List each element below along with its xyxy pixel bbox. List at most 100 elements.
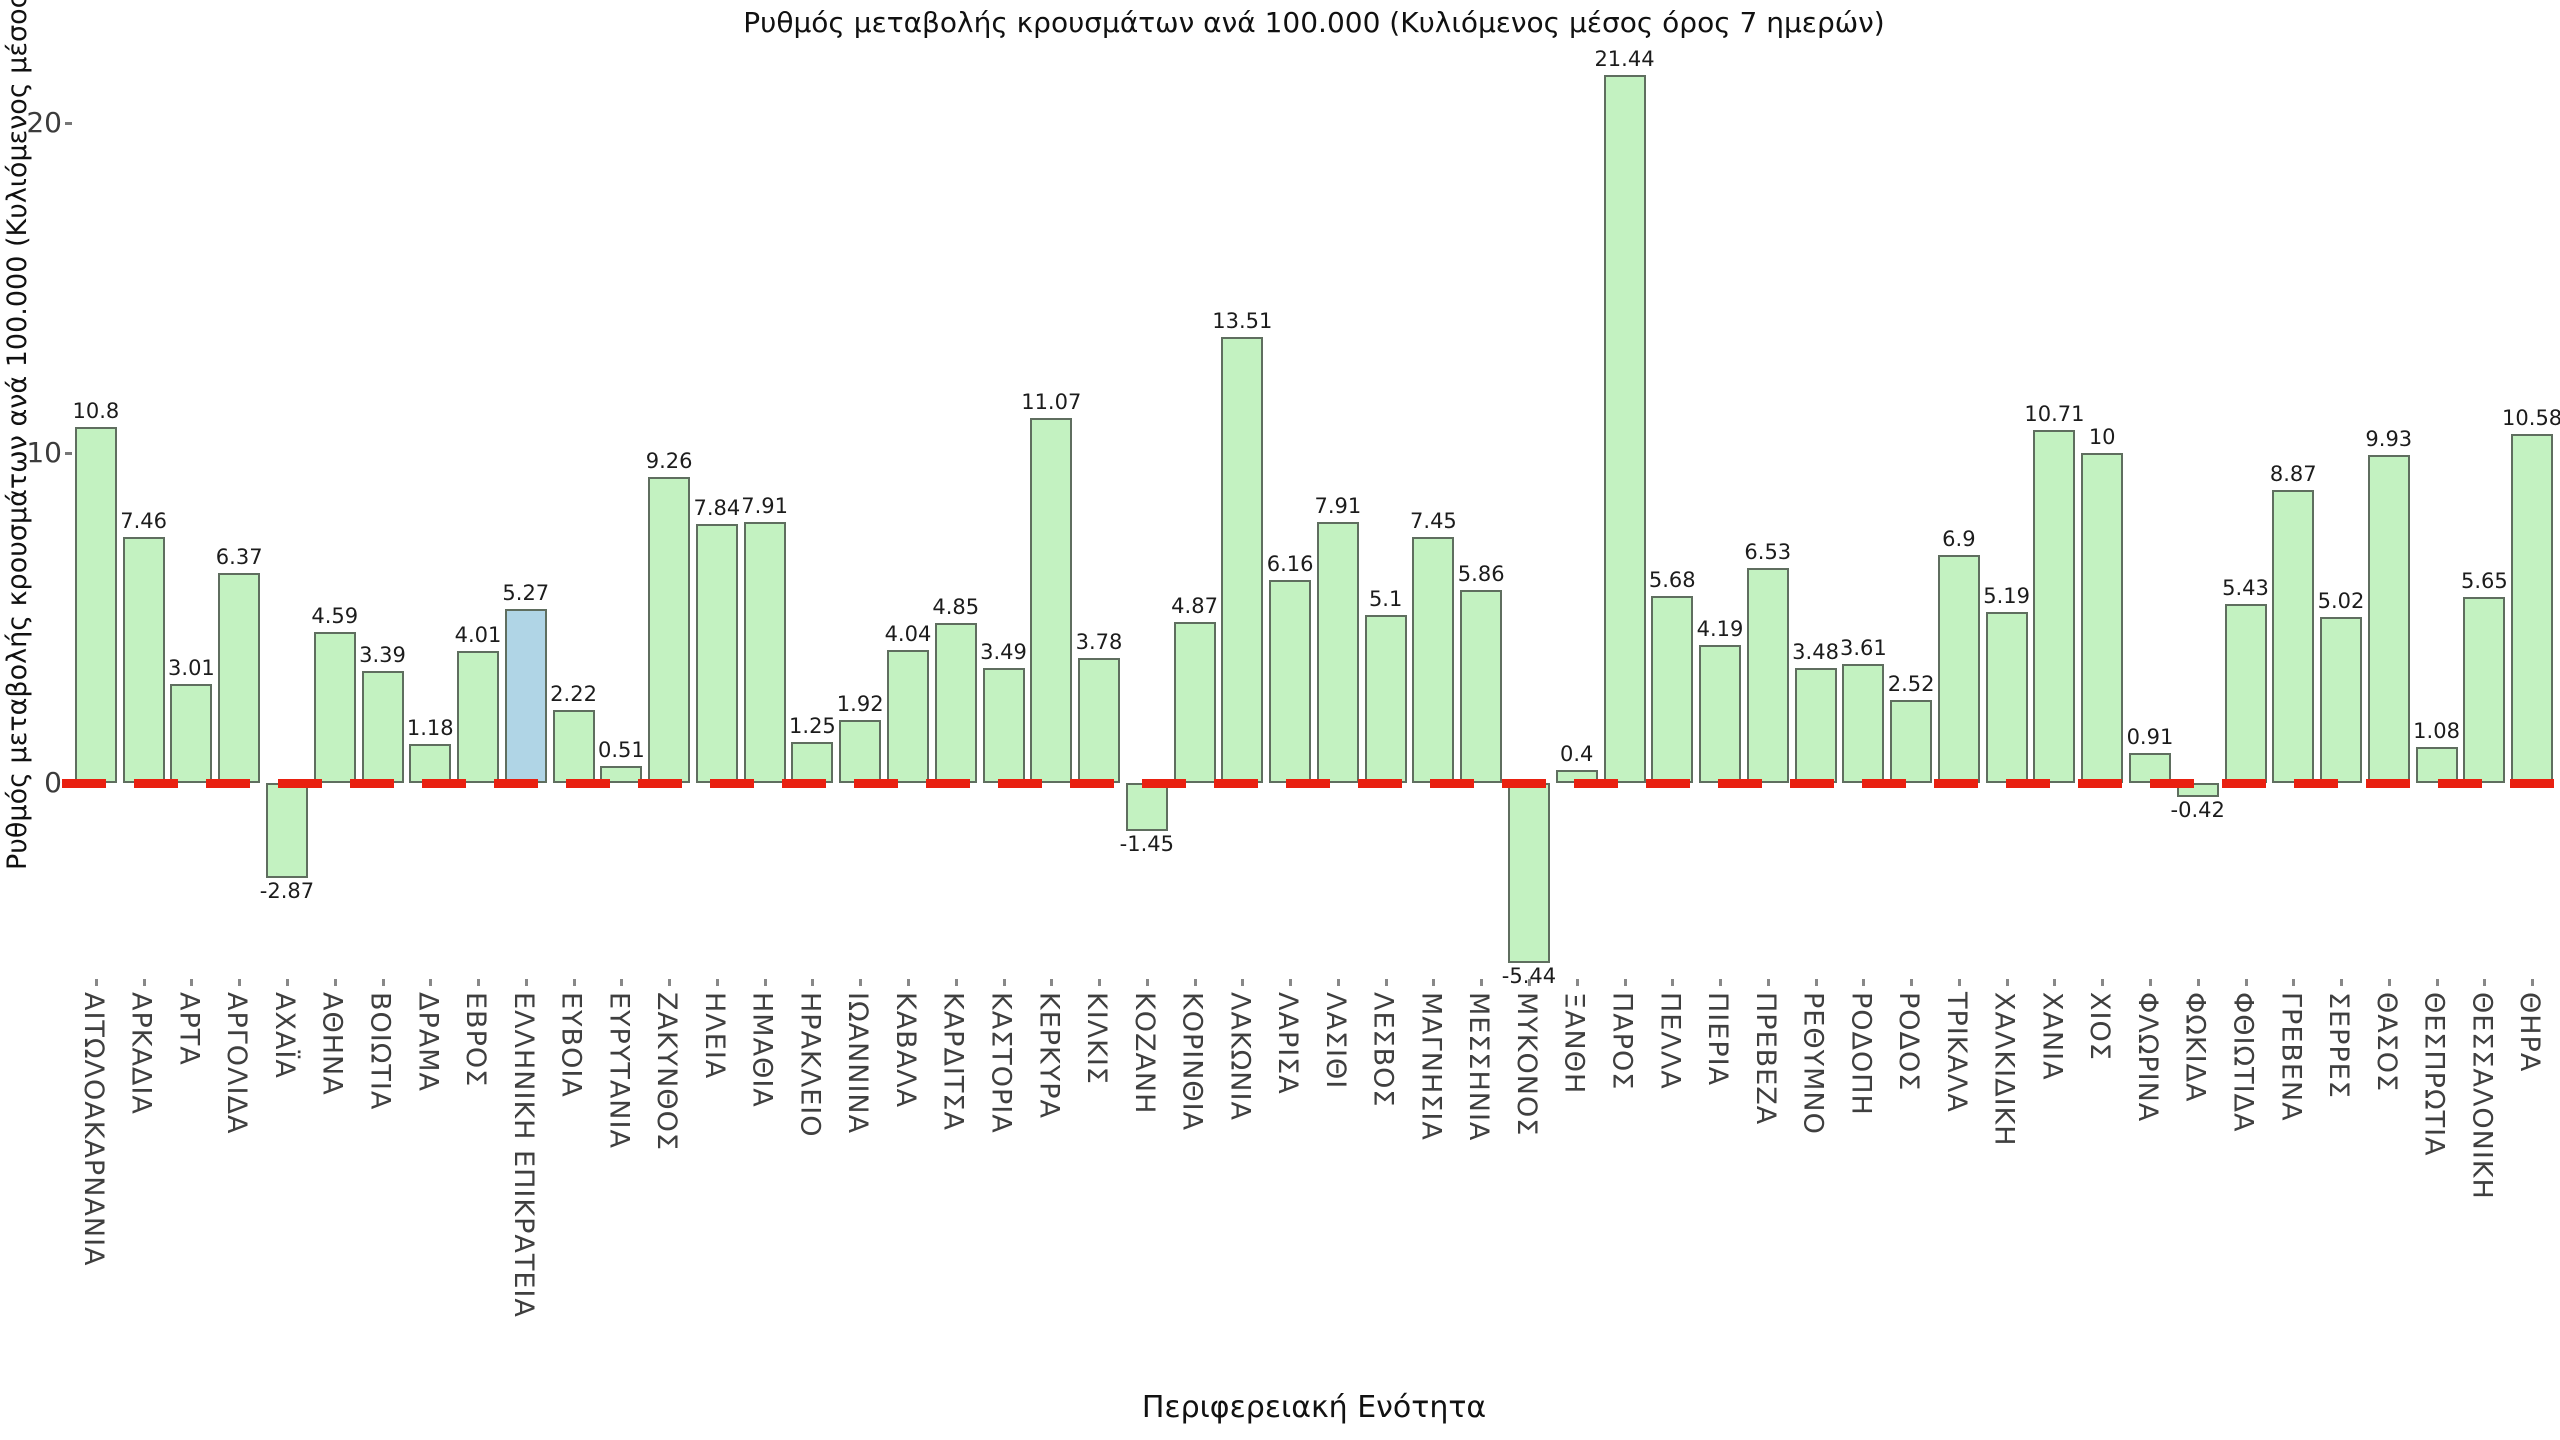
x-tick-mark	[1289, 979, 1293, 986]
y-tick-mark	[65, 452, 72, 455]
bar-value-label: 1.92	[836, 691, 884, 716]
bar	[2081, 453, 2124, 783]
x-tick-mark	[1098, 979, 1102, 986]
x-tick-mark	[906, 979, 910, 986]
x-tick-mark	[381, 979, 385, 986]
bar-value-label: 5.27	[502, 581, 550, 606]
x-tick-label: ΚΑΡΔΙΤΣΑ	[937, 992, 969, 1131]
bar	[74, 426, 117, 783]
bar-value-label: 13.51	[1212, 309, 1273, 334]
bar	[1078, 658, 1121, 783]
x-tick-label: ΔΡΑΜΑ	[412, 992, 444, 1092]
x-tick-mark	[1002, 979, 1006, 986]
x-tick-label: ΜΕΣΣΗΝΙΑ	[1463, 992, 1495, 1142]
x-tick-label: ΚΑΒΑΛΑ	[889, 992, 921, 1109]
bar	[1890, 699, 1933, 783]
y-tick-label: 20	[26, 106, 62, 139]
x-tick-mark	[1671, 979, 1675, 986]
bar-value-label: 0.51	[597, 738, 645, 763]
x-tick-mark	[2387, 979, 2391, 986]
x-tick-mark	[1527, 979, 1531, 986]
bar	[1842, 663, 1885, 783]
bar-value-label: 8.87	[2269, 462, 2317, 487]
x-tick-mark	[715, 979, 719, 986]
x-tick-mark	[1384, 979, 1388, 986]
bar-value-label: 7.45	[1410, 509, 1457, 534]
x-tick-mark	[572, 979, 576, 986]
bar-value-label: 1.25	[789, 713, 836, 738]
x-tick-mark	[1910, 979, 1914, 986]
y-tick-mark	[65, 122, 72, 125]
x-tick-mark	[763, 979, 767, 986]
bar-value-label: 7.91	[1314, 493, 1362, 518]
bar	[982, 667, 1025, 783]
bar-value-label: 11.07	[1021, 389, 1082, 414]
x-tick-mark	[1432, 979, 1436, 986]
x-tick-label: ΜΥΚΟΝΟΣ	[1510, 992, 1542, 1137]
bar	[2463, 596, 2506, 783]
bar-value-label: 4.59	[311, 603, 359, 628]
x-tick-label: ΞΑΝΘΗ	[1558, 992, 1590, 1095]
x-tick-label: ΒΟΙΩΤΙΑ	[364, 992, 396, 1111]
bar-value-label: 2.22	[550, 681, 597, 706]
bar-value-label: 3.49	[980, 639, 1027, 664]
x-tick-label: ΗΡΑΚΛΕΙΟ	[794, 992, 826, 1138]
x-tick-mark	[94, 979, 98, 986]
bar-value-label: 6.16	[1266, 551, 1314, 576]
x-tick-mark	[1623, 979, 1627, 986]
bar-value-label: 10.58	[2502, 405, 2560, 430]
x-tick-label: ΑΡΤΑ	[173, 992, 205, 1066]
x-tick-mark	[2435, 979, 2439, 986]
x-tick-label: ΠΡΕΒΕΖΑ	[1749, 992, 1781, 1126]
x-tick-mark	[190, 979, 194, 986]
bar	[1030, 417, 1073, 783]
bar	[409, 744, 452, 783]
bar-value-label: -2.87	[259, 878, 315, 903]
x-tick-mark	[2483, 979, 2487, 986]
x-tick-label: ΗΜΑΘΙΑ	[746, 992, 778, 1108]
x-tick-mark	[2101, 979, 2105, 986]
bar-value-label: 5.43	[2222, 575, 2269, 600]
x-tick-label: ΑΙΤΩΛΟΑΚΑΡΝΑΝΙΑ	[77, 992, 109, 1267]
x-tick-mark	[1145, 979, 1149, 986]
x-tick-label: ΛΕΣΒΟΣ	[1367, 992, 1399, 1108]
bar	[1412, 537, 1455, 783]
bar-value-label: 10.8	[72, 398, 120, 423]
x-tick-mark	[1719, 979, 1723, 986]
x-tick-mark	[2053, 979, 2057, 986]
x-tick-mark	[1480, 979, 1484, 986]
x-tick-mark	[1050, 979, 1054, 986]
x-tick-label: ΛΑΡΙΣΑ	[1272, 992, 1304, 1095]
x-tick-mark	[1575, 979, 1579, 986]
bar-value-label: 1.18	[406, 716, 454, 741]
bar-value-label: 21.44	[1594, 47, 1655, 72]
x-tick-label: ΤΡΙΚΑΛΑ	[1940, 992, 1972, 1113]
x-tick-label: ΕΥΡΥΤΑΝΙΑ	[603, 992, 635, 1149]
bar	[1699, 644, 1742, 783]
x-tick-mark	[333, 979, 337, 986]
bar-value-label: 7.46	[120, 508, 168, 533]
x-tick-label: ΕΥΒΟΙΑ	[555, 992, 587, 1098]
bar	[648, 477, 691, 783]
x-tick-label: ΑΧΑΪΑ	[268, 992, 300, 1079]
bar	[1460, 589, 1503, 783]
x-tick-mark	[668, 979, 672, 986]
bar-value-label: 6.9	[1942, 527, 1976, 552]
bar	[1937, 555, 1980, 783]
bar	[2128, 752, 2171, 783]
x-tick-label: ΚΟΖΑΝΗ	[1128, 992, 1160, 1115]
bar-value-label: 7.84	[693, 496, 741, 521]
x-tick-mark	[2005, 979, 2009, 986]
bar-value-label: 5.86	[1457, 561, 1505, 586]
bar-value-label: 3.01	[168, 655, 215, 680]
bar	[552, 709, 595, 783]
bar-value-label: 3.39	[359, 643, 406, 668]
x-tick-mark	[2292, 979, 2296, 986]
x-tick-mark	[2196, 979, 2200, 986]
x-tick-mark	[859, 979, 863, 986]
x-tick-mark	[285, 979, 289, 986]
bar-value-label: 5.1	[1368, 586, 1403, 611]
x-tick-mark	[524, 979, 528, 986]
bar	[122, 536, 165, 783]
